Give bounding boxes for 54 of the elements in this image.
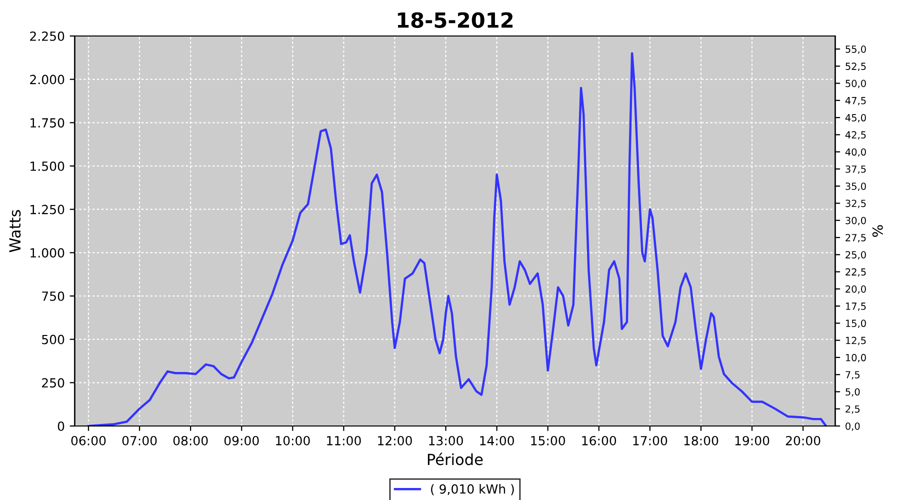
x-tick-label: 20:00	[786, 436, 820, 446]
x-tick-label: 17:00	[633, 436, 668, 446]
x-tick-label: 18:00	[684, 436, 718, 446]
x-tick-label: 09:00	[224, 436, 259, 446]
x-tick-label: 16:00	[582, 436, 616, 446]
y-tick-label: 1.250	[30, 204, 64, 214]
y2-tick-label: 30,0	[846, 216, 866, 226]
x-tick-label: 12:00	[378, 436, 412, 446]
y-tick-label: 750	[42, 291, 64, 301]
y2-tick-label: 35,0	[846, 182, 866, 191]
y2-tick-label: 20,0	[846, 285, 866, 294]
y-tick-label: 500	[42, 334, 64, 344]
x-tick-label: 11:00	[327, 436, 361, 446]
y2-tick-label: 32,5	[846, 200, 866, 208]
x-tick-label: 07:00	[122, 436, 157, 446]
y2-tick-label: 52,5	[846, 62, 866, 71]
x-tick-label: 14:00	[480, 436, 514, 446]
legend-label: ( 9,010 kWh )	[431, 484, 514, 496]
y2-tick-label: 5,0	[846, 388, 860, 397]
y-tick-label: 2.250	[30, 31, 64, 41]
y-tick-label: 1.750	[30, 118, 64, 128]
y-axis-title: Watts	[9, 210, 21, 252]
x-tick-label: 19:00	[735, 436, 770, 446]
y2-tick-label: 15,0	[846, 320, 866, 328]
y2-tick-label: 37,5	[846, 165, 866, 174]
y2-tick-label: 22,5	[846, 268, 866, 277]
y2-tick-label: 40,0	[845, 148, 866, 157]
x-tick-label: 10:00	[276, 436, 310, 446]
x-tick-label: 13:00	[429, 436, 463, 446]
y2-tick-label: 10,0	[846, 354, 866, 362]
x-tick-label: 15:00	[531, 436, 566, 446]
y-tick-label: 250	[42, 378, 64, 388]
x-axis-title: Période	[428, 452, 483, 466]
y2-tick-label: 45,0	[845, 114, 866, 122]
y2-tick-label: 50,0	[846, 80, 866, 88]
chart-title: 18-5-2012	[398, 12, 513, 28]
line-series	[87, 52, 828, 426]
y2-tick-label: 2,5	[846, 405, 860, 414]
y-tick-label: 0	[58, 421, 64, 431]
y2-axis-title: %	[872, 225, 883, 237]
y2-tick-label: 12,5	[846, 336, 866, 346]
y2-tick-label: 0,0	[846, 422, 860, 431]
x-tick-label: 08:00	[173, 436, 208, 446]
y2-tick-label: 42,5	[845, 131, 866, 140]
y2-tick-label: 47,5	[845, 97, 866, 106]
x-tick-label: 06:00	[71, 436, 106, 446]
y-tick-label: 1.000	[30, 248, 64, 258]
y2-tick-label: 25,0	[846, 251, 866, 260]
y2-tick-label: 55,0	[846, 46, 866, 54]
y-tick-label: 1.500	[30, 161, 64, 171]
y2-tick-label: 7,5	[846, 371, 860, 380]
y2-tick-label: 17,5	[846, 302, 866, 311]
y2-tick-label: 27,5	[846, 234, 866, 242]
y-tick-label: 2.000	[30, 74, 64, 84]
